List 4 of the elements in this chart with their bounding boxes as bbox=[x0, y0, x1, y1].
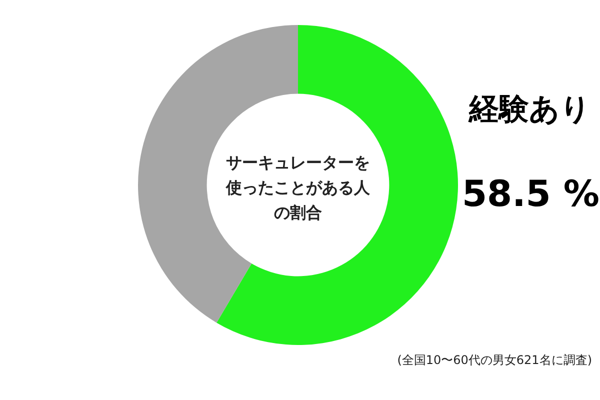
slice-label: 経験あり bbox=[469, 91, 591, 129]
data-label: 58.5 % bbox=[462, 173, 600, 217]
text: (全国10〜60代の男女621名に調査) bbox=[397, 352, 592, 369]
text: サーキュレーターを使ったことがある人の割合 bbox=[224, 152, 371, 224]
